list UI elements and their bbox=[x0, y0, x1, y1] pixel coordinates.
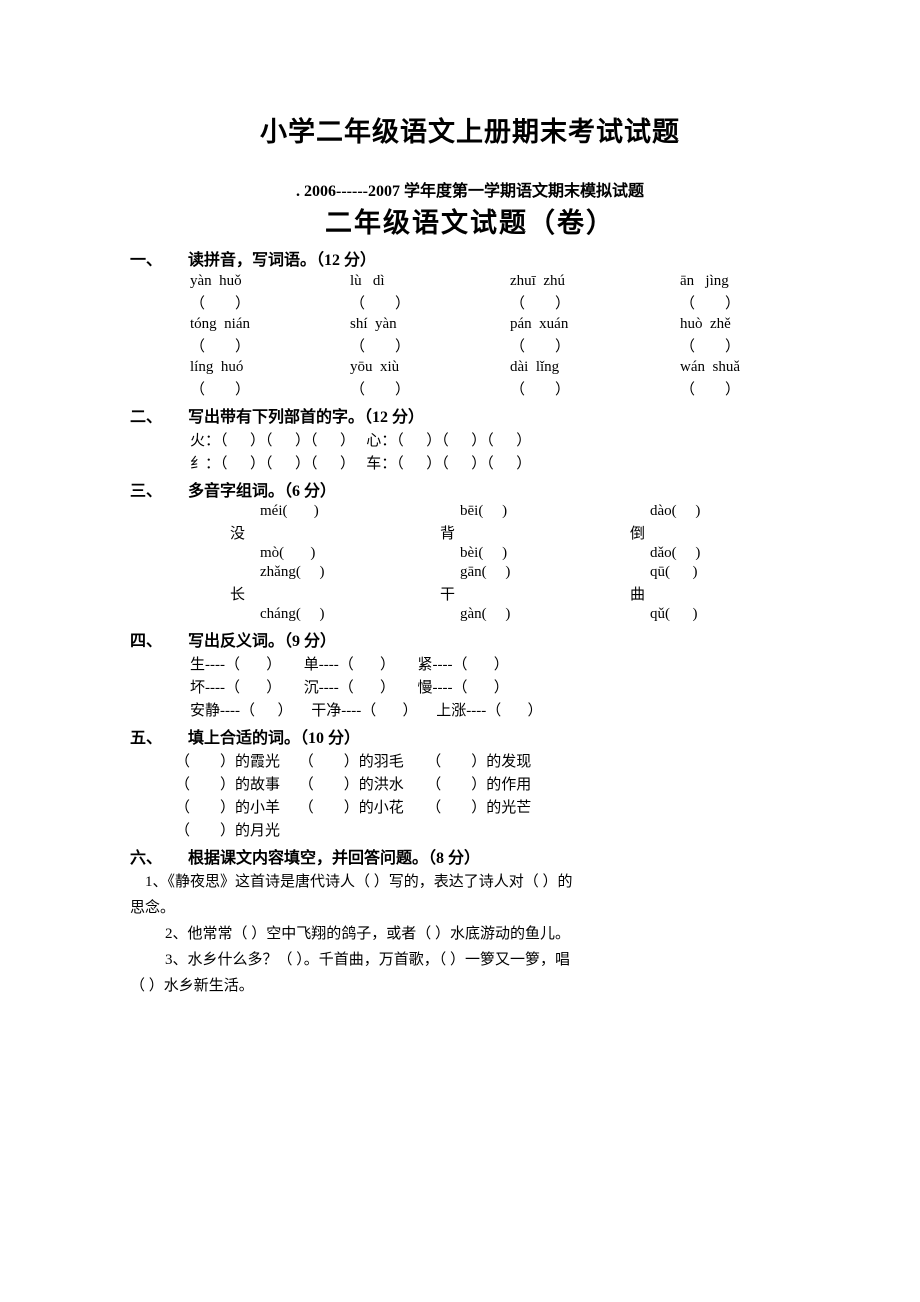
blank: （ ） bbox=[190, 335, 350, 356]
pinyin: wán shuǎ bbox=[680, 359, 740, 376]
main-title: 小学二年级语文上册期末考试试题 bbox=[130, 110, 810, 149]
poly-pinyin: cháng( ) bbox=[260, 606, 460, 623]
poly-pinyin: zhǎng( ) bbox=[260, 564, 460, 581]
poly-pinyin: dǎo( ) bbox=[650, 545, 700, 562]
poly-char: 倒 bbox=[630, 522, 645, 543]
section-1-heading: 一、 读拼音，写词语。（12 分） bbox=[130, 246, 810, 270]
section-num: 二、 bbox=[130, 403, 170, 427]
s6-q1b: 思念。 bbox=[130, 896, 810, 920]
blank: （ ） bbox=[510, 292, 680, 313]
poly-pinyin: mò( ) bbox=[260, 545, 460, 562]
blank: （ ） bbox=[680, 292, 740, 313]
s5-row: （ ）的故事 （ ）的洪水 （ ）的作用 bbox=[175, 773, 810, 794]
pinyin: pán xuán bbox=[510, 316, 680, 333]
pinyin: shí yàn bbox=[350, 316, 510, 333]
spacer bbox=[190, 545, 260, 562]
section-num: 一、 bbox=[130, 246, 170, 270]
s1-answer-row: （ ） （ ） （ ） （ ） bbox=[190, 292, 810, 313]
section-2-heading: 二、 写出带有下列部首的字。（12 分） bbox=[130, 403, 810, 427]
blank: （ ） bbox=[190, 378, 350, 399]
s1-pinyin-row: tóng nián shí yàn pán xuán huò zhě bbox=[190, 316, 810, 333]
poly-pinyin: bēi( ) bbox=[460, 503, 650, 520]
spacer bbox=[190, 564, 260, 581]
s6-q2: 2、他常常（ ）空中飞翔的鸽子，或者（ ）水底游动的鱼儿。 bbox=[165, 922, 810, 946]
spacer bbox=[190, 583, 230, 604]
s5-row: （ ）的月光 bbox=[175, 819, 810, 840]
section-3-heading: 三、 多音字组词。（6 分） bbox=[130, 477, 810, 501]
pinyin: zhuī zhú bbox=[510, 273, 680, 290]
s1-answer-row: （ ） （ ） （ ） （ ） bbox=[190, 335, 810, 356]
spacer bbox=[190, 606, 260, 623]
s4-row: 坏----（ ） 沉----（ ） 慢----（ ） bbox=[190, 676, 810, 697]
section-5-heading: 五、 填上合适的词。（10 分） bbox=[130, 724, 810, 748]
s3-row-top: méi( ) bēi( ) dào( ) bbox=[190, 503, 810, 520]
section-num: 五、 bbox=[130, 724, 170, 748]
s3-row-char: 没 背 倒 bbox=[190, 522, 810, 543]
section-title: 根据课文内容填空，并回答问题。（8 分） bbox=[188, 844, 480, 868]
section-title: 写出带有下列部首的字。（12 分） bbox=[188, 403, 424, 427]
pinyin: lù dì bbox=[350, 273, 510, 290]
poly-pinyin: qǔ( ) bbox=[650, 606, 698, 623]
poly-pinyin: qū( ) bbox=[650, 564, 698, 581]
s4-row: 安静----（ ） 干净----（ ） 上涨----（ ） bbox=[190, 699, 810, 720]
subtitle-year: . 2006------2007 学年度第一学期语文期末模拟试题 bbox=[130, 177, 810, 201]
subtitle-paper: 二年级语文试题（卷） bbox=[130, 201, 810, 240]
blank: （ ） bbox=[680, 378, 740, 399]
s4-row: 生----（ ） 单----（ ） 紧----（ ） bbox=[190, 653, 810, 674]
s5-row: （ ）的小羊 （ ）的小花 （ ）的光芒 bbox=[175, 796, 810, 817]
blank: （ ） bbox=[190, 292, 350, 313]
s3-row-top: zhǎng( ) gān( ) qū( ) bbox=[190, 564, 810, 581]
poly-pinyin: gān( ) bbox=[460, 564, 650, 581]
pinyin: yōu xiù bbox=[350, 359, 510, 376]
pinyin: líng huó bbox=[190, 359, 350, 376]
pinyin: tóng nián bbox=[190, 316, 350, 333]
section-num: 三、 bbox=[130, 477, 170, 501]
section-6-heading: 六、 根据课文内容填空，并回答问题。（8 分） bbox=[130, 844, 810, 868]
exam-page: 小学二年级语文上册期末考试试题 . 2006------2007 学年度第一学期… bbox=[0, 0, 920, 1058]
blank: （ ） bbox=[350, 335, 510, 356]
section-title: 多音字组词。（6 分） bbox=[188, 477, 336, 501]
s3-row-char: 长 干 曲 bbox=[190, 583, 810, 604]
pinyin: ān jìng bbox=[680, 273, 729, 290]
poly-char: 长 bbox=[230, 583, 440, 604]
s3-row-bot: mò( ) bèi( ) dǎo( ) bbox=[190, 545, 810, 562]
s2-row: 火：（ ）（ ）（ ） 心：（ ）（ ）（ ） bbox=[190, 429, 810, 450]
poly-pinyin: dào( ) bbox=[650, 503, 700, 520]
s1-pinyin-row: yàn huǒ lù dì zhuī zhú ān jìng bbox=[190, 273, 810, 290]
s1-pinyin-row: líng huó yōu xiù dài lǐng wán shuǎ bbox=[190, 359, 810, 376]
spacer bbox=[190, 503, 260, 520]
s2-row: 纟：（ ）（ ）（ ） 车：（ ）（ ）（ ） bbox=[190, 452, 810, 473]
s6-q1a: 1、《静夜思》这首诗是唐代诗人（ ）写的，表达了诗人对（ ）的 bbox=[145, 870, 810, 894]
poly-pinyin: gàn( ) bbox=[460, 606, 650, 623]
poly-char: 没 bbox=[230, 522, 440, 543]
section-title: 读拼音，写词语。（12 分） bbox=[188, 246, 376, 270]
section-4-heading: 四、 写出反义词。（9 分） bbox=[130, 627, 810, 651]
s5-row: （ ）的霞光 （ ）的羽毛 （ ）的发现 bbox=[175, 750, 810, 771]
poly-char: 干 bbox=[440, 583, 630, 604]
blank: （ ） bbox=[680, 335, 740, 356]
poly-char: 曲 bbox=[630, 583, 645, 604]
s6-q3b: （ ）水乡新生活。 bbox=[130, 974, 810, 998]
section-title: 写出反义词。（9 分） bbox=[188, 627, 336, 651]
blank: （ ） bbox=[350, 378, 510, 399]
pinyin: yàn huǒ bbox=[190, 273, 350, 290]
poly-pinyin: méi( ) bbox=[260, 503, 460, 520]
pinyin: huò zhě bbox=[680, 316, 731, 333]
section-num: 四、 bbox=[130, 627, 170, 651]
s3-row-bot: cháng( ) gàn( ) qǔ( ) bbox=[190, 606, 810, 623]
pinyin: dài lǐng bbox=[510, 359, 680, 376]
blank: （ ） bbox=[510, 378, 680, 399]
s1-answer-row: （ ） （ ） （ ） （ ） bbox=[190, 378, 810, 399]
s6-q3a: 3、水乡什么多？（ ）。千首曲，万首歌，（ ）一箩又一箩，唱 bbox=[165, 948, 810, 972]
section-title: 填上合适的词。（10 分） bbox=[188, 724, 360, 748]
blank: （ ） bbox=[510, 335, 680, 356]
poly-pinyin: bèi( ) bbox=[460, 545, 650, 562]
poly-char: 背 bbox=[440, 522, 630, 543]
section-num: 六、 bbox=[130, 844, 170, 868]
spacer bbox=[190, 522, 230, 543]
blank: （ ） bbox=[350, 292, 510, 313]
